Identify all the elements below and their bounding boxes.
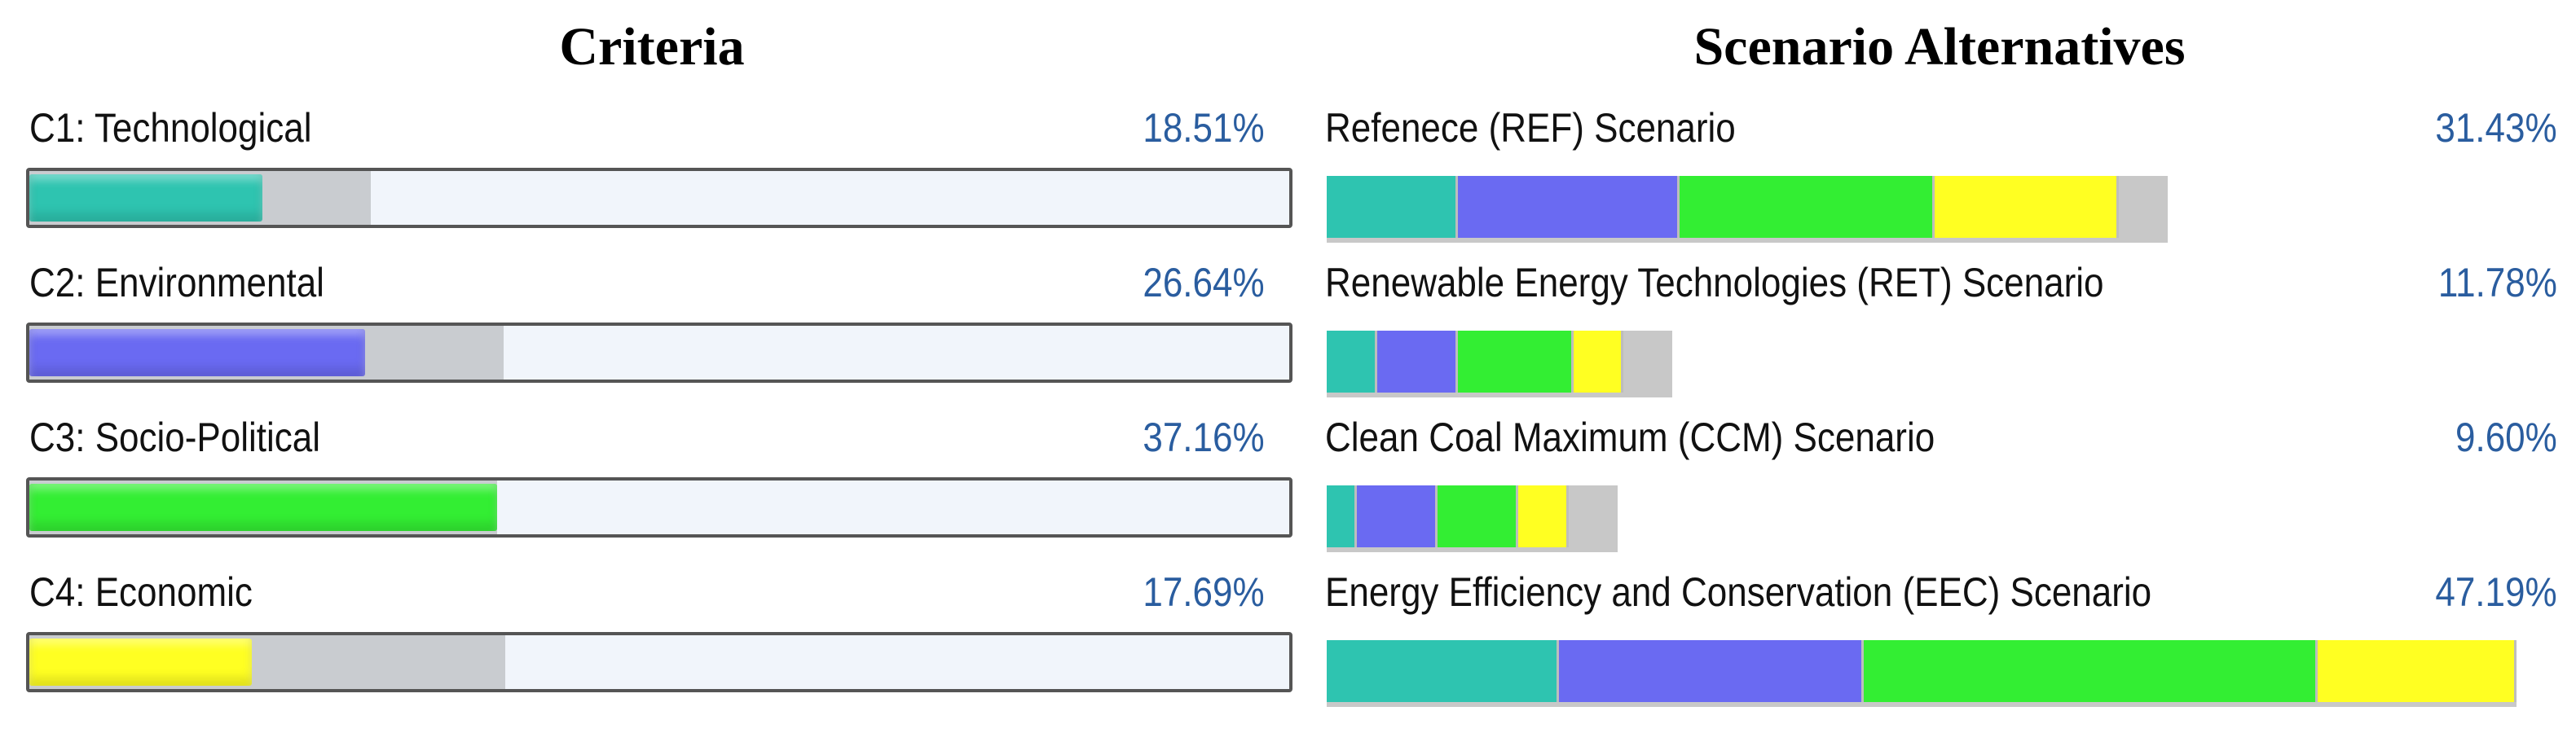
criteria-title: Criteria bbox=[559, 17, 745, 77]
scenario-bar-segment bbox=[1327, 331, 1377, 393]
scenario-bar-track bbox=[1327, 176, 2169, 243]
scenario-bar-segment bbox=[1574, 331, 1624, 393]
criteria-bar bbox=[29, 639, 253, 686]
scenario-bar-segment bbox=[1438, 485, 1519, 547]
criteria-bar-track bbox=[26, 168, 1292, 228]
criteria-bar-track bbox=[26, 632, 1292, 692]
criteria-bar bbox=[29, 174, 263, 222]
scenario-label: Clean Coal Maximum (CCM) Scenario bbox=[1325, 415, 1935, 460]
scenario-value-label: 31.43% bbox=[2435, 105, 2557, 151]
scenario-bar-segment bbox=[1934, 176, 2120, 238]
scenario-bar-segment bbox=[1457, 176, 1680, 238]
scenario-bar-segment bbox=[1327, 640, 1559, 702]
scenario-bar-segment bbox=[1376, 331, 1458, 393]
scenario-bar-segment bbox=[1863, 640, 2318, 702]
scenario-bar-segment bbox=[1558, 640, 1864, 702]
scenario-alternatives-title: Scenario Alternatives bbox=[1693, 17, 2186, 77]
scenario-bar-segment bbox=[1327, 176, 1458, 238]
criteria-label: C3: Socio-Political bbox=[29, 415, 321, 460]
criteria-label: C4: Economic bbox=[29, 569, 253, 615]
criteria-label: C1: Technological bbox=[29, 105, 312, 151]
scenario-value-label: 47.19% bbox=[2435, 569, 2557, 615]
criteria-bar bbox=[29, 329, 365, 376]
criteria-value-label: 18.51% bbox=[1143, 105, 1265, 151]
criteria-value-label: 26.64% bbox=[1143, 260, 1265, 305]
scenario-bar-track bbox=[1327, 331, 1673, 397]
scenario-bar-track bbox=[1327, 640, 2517, 707]
criteria-bar-track bbox=[26, 477, 1292, 538]
scenario-value-label: 11.78% bbox=[2438, 260, 2557, 305]
scenario-bar-segment bbox=[1327, 485, 1358, 547]
scenario-label: Renewable Energy Technologies (RET) Scen… bbox=[1325, 260, 2104, 305]
scenario-value-label: 9.60% bbox=[2455, 415, 2557, 460]
criteria-bar-track bbox=[26, 323, 1292, 383]
scenario-bar-segment bbox=[1518, 485, 1569, 547]
criteria-bar bbox=[29, 484, 498, 531]
scenario-bar-segment bbox=[1357, 485, 1438, 547]
criteria-label: C2: Environmental bbox=[29, 260, 324, 305]
scenario-bar-segment bbox=[1680, 176, 1935, 238]
scenario-bar-segment bbox=[1457, 331, 1574, 393]
scenario-bar-track bbox=[1327, 485, 1618, 552]
scenario-label: Refenece (REF) Scenario bbox=[1325, 105, 1736, 151]
scenario-bar-segment bbox=[2317, 640, 2517, 702]
scenario-label: Energy Efficiency and Conservation (EEC)… bbox=[1325, 569, 2152, 615]
criteria-value-label: 17.69% bbox=[1143, 569, 1265, 615]
criteria-value-label: 37.16% bbox=[1143, 415, 1265, 460]
